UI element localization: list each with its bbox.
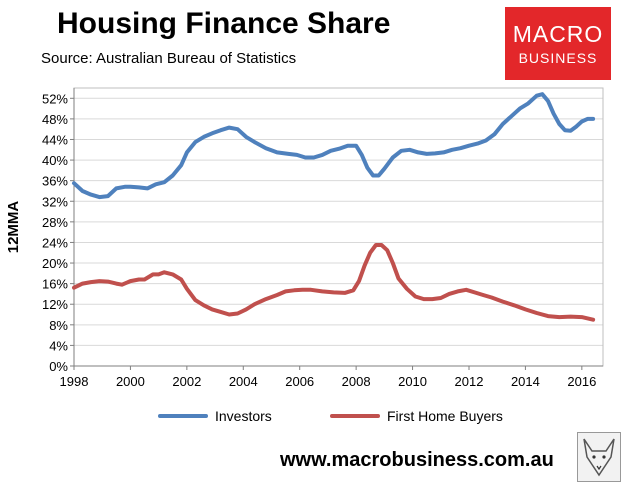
y-tick-label: 44% [42,132,68,147]
y-tick-label: 20% [42,256,68,271]
series-line-first-home-buyers [72,243,596,322]
x-tick-label: 2008 [342,374,371,389]
x-tick-label: 1998 [60,374,89,389]
y-tick-label: 36% [42,174,68,189]
y-tick-label: 16% [42,277,68,292]
logo-line-2: BUSINESS [518,50,598,66]
x-tick-label: 2010 [398,374,427,389]
x-tick-label: 2002 [172,374,201,389]
logo-line-1: MACRO [512,21,604,47]
y-tick-label: 40% [42,153,68,168]
y-tick-label: 24% [42,235,68,250]
y-tick-label: 8% [49,318,68,333]
fox-icon [577,432,621,482]
line-chart: 0% 4% 8% 12% 16% 20% 24% 28% 32% 36% 40% 44% 48% 52% 1… [5,87,604,389]
chart-source: Source: Australian Bureau of Statistics [41,50,297,67]
x-tick-label: 2006 [285,374,314,389]
y-tick-label: 28% [42,215,68,230]
y-tick-label: 48% [42,112,68,127]
x-tick-label: 2012 [455,374,484,389]
legend-item-investors: Investors [158,408,272,424]
tick-layer: 0% 4% 8% 12% 16% 20% 24% 28% 32% 36% 40% 44% 48% 52% 1… [42,91,596,389]
y-tick-label: 4% [49,338,68,353]
x-tick-label: 2014 [511,374,540,389]
chart-title: Housing Finance Share [57,7,391,40]
legend-item-first-home-buyers: First Home Buyers [330,408,503,424]
plot-area-frame [73,87,604,367]
website-url: www.macrobusiness.com.au [280,449,554,471]
series-layer [72,92,596,322]
legend-swatch-investors [158,414,208,418]
y-tick-label: 0% [49,359,68,374]
fox-icon-graphic [583,438,615,477]
legend-label-first-home-buyers: First Home Buyers [387,408,503,424]
x-tick-label: 2016 [567,374,596,389]
y-tick-label: 52% [42,91,68,106]
series-line-investors [72,92,596,200]
x-tick-label: 2000 [116,374,145,389]
legend-label-investors: Investors [215,408,272,424]
macro-business-logo: MACRO BUSINESS [505,7,611,80]
legend-swatch-first-home-buyers [330,414,380,418]
x-tick-label: 2004 [229,374,258,389]
y-tick-label: 12% [42,297,68,312]
y-tick-label: 32% [42,194,68,209]
y-axis-label: 12MMA [5,201,22,254]
